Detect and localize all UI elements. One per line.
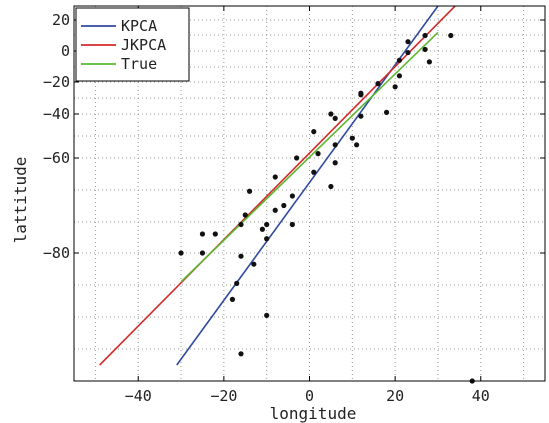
y-tick-label: −20 — [43, 73, 70, 91]
ticks: −40 −20 0 20 40 20 0 −20 −40 −60 −80 — [43, 6, 545, 405]
data-point — [332, 115, 338, 121]
data-point — [311, 169, 317, 175]
data-point — [238, 351, 244, 357]
data-point — [448, 32, 454, 39]
data-point — [212, 231, 218, 237]
data-point — [328, 183, 334, 190]
data-point — [246, 188, 253, 194]
y-axis-label: lattitude — [11, 157, 30, 244]
data-point — [272, 174, 278, 180]
x-tick-label: 20 — [386, 387, 404, 405]
data-point — [259, 226, 265, 232]
data-point — [264, 312, 270, 318]
x-tick-label: 0 — [305, 387, 314, 405]
data-point — [272, 207, 278, 213]
x-tick-label: −20 — [210, 387, 237, 405]
legend-label-true: True — [121, 55, 157, 73]
data-point — [422, 32, 428, 39]
data-point — [405, 49, 411, 56]
data-point — [426, 59, 432, 65]
data-point — [199, 250, 206, 256]
data-point — [242, 212, 248, 218]
data-point — [396, 73, 403, 79]
data-point — [405, 39, 411, 45]
data-point — [354, 142, 360, 148]
data-point — [251, 261, 257, 267]
data-point — [294, 155, 300, 161]
y-tick-label: −60 — [43, 149, 70, 167]
legend-label-kpca: KPCA — [121, 17, 157, 35]
x-axis-label: longitude — [270, 404, 357, 423]
legend-label-jkpca: JKPCA — [121, 36, 166, 54]
grid — [74, 6, 545, 381]
y-tick-label: 0 — [61, 42, 70, 60]
series-layer — [99, 6, 456, 366]
data-point — [238, 253, 244, 259]
data-point — [315, 151, 321, 157]
data-point — [375, 81, 381, 87]
y-tick-label: −80 — [43, 244, 70, 262]
data-point — [289, 221, 295, 228]
data-point — [199, 231, 206, 237]
x-tick-label: 40 — [472, 387, 490, 405]
data-point — [396, 57, 403, 63]
data-point — [229, 296, 236, 302]
data-point — [358, 90, 364, 96]
data-point — [238, 221, 244, 228]
data-point — [332, 160, 338, 166]
data-point — [289, 193, 295, 199]
points-layer — [178, 32, 475, 384]
data-point — [383, 109, 390, 115]
data-point — [264, 221, 270, 228]
data-point — [234, 280, 240, 286]
series-line-true — [180, 31, 439, 283]
data-point — [332, 142, 338, 148]
y-tick-label: −40 — [43, 105, 70, 123]
y-tick-label: 20 — [52, 11, 70, 29]
data-point — [178, 250, 184, 256]
data-point — [311, 129, 317, 135]
data-point — [264, 236, 270, 242]
x-tick-label: −40 — [125, 387, 152, 405]
series-line-kpca — [176, 6, 439, 366]
data-point — [328, 111, 334, 117]
series-line-jkpca — [99, 6, 456, 366]
data-point — [422, 46, 428, 53]
data-point — [358, 113, 364, 119]
data-point — [349, 135, 355, 141]
data-point — [392, 84, 398, 90]
data-point — [281, 202, 287, 209]
